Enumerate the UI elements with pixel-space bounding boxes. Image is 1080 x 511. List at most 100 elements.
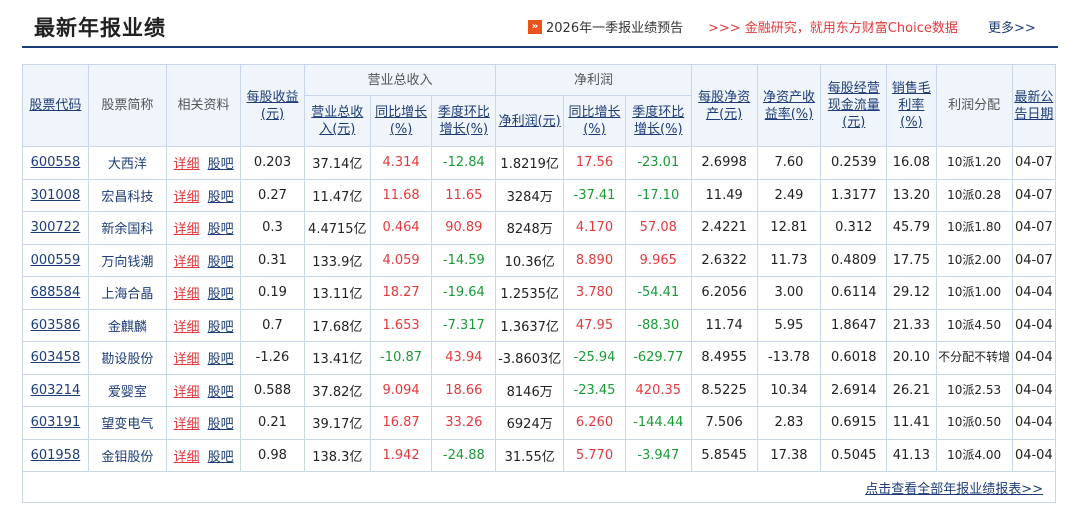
view-all-reports-link[interactable]: 点击查看全部年报业绩报表>> (865, 481, 1043, 497)
stock-name-link[interactable]: 勘设股份 (101, 352, 154, 368)
stock-code-cell[interactable]: 000559 (22, 243, 89, 277)
guba-link[interactable]: 股吧 (207, 157, 234, 173)
stock-code-link[interactable]: 603191 (30, 415, 81, 431)
col-roe[interactable]: 净资产收益率(%) (756, 64, 822, 147)
stock-name-cell[interactable]: 爱婴室 (87, 373, 168, 407)
choice-promo-link[interactable]: >>> 金融研究，就用东方财富Choice数据 (708, 21, 958, 36)
distribution-cell: 不分配不转增 (935, 341, 1013, 375)
col-profit-qoq[interactable]: 季度环比增长(%) (624, 95, 692, 147)
gross-margin-cell: 45.79 (886, 211, 937, 245)
stock-code-link[interactable]: 000559 (30, 252, 81, 268)
forecast-link-label: 2026年一季报业绩预告 (546, 21, 684, 36)
gross-margin-cell: 29.12 (886, 276, 937, 310)
col-revenue-yoy[interactable]: 同比增长(%) (369, 95, 433, 147)
guba-link[interactable]: 股吧 (207, 287, 234, 303)
detail-link[interactable]: 详细 (173, 157, 200, 173)
stock-code-cell[interactable]: 688584 (22, 276, 89, 310)
forecast-link[interactable]: » 2026年一季报业绩预告 (528, 17, 683, 36)
revenue-cell: 37.82亿 (303, 373, 371, 407)
col-bvps[interactable]: 每股净资产(元) (690, 64, 758, 147)
stock-code-cell[interactable]: 603458 (22, 341, 89, 375)
table-row: 603191 望变电气 详细 股吧 0.21 39.17亿 16.87 33.26 6924万 6… (22, 406, 1057, 440)
table-row: 603458 勘设股份 详细 股吧 -1.26 13.41亿 -10.87 43.94 -3.8… (22, 341, 1057, 375)
guba-link[interactable]: 股吧 (207, 449, 234, 465)
stock-name-link[interactable]: 新余国科 (101, 222, 154, 238)
stock-name-cell[interactable]: 金麒麟 (87, 308, 168, 342)
stock-name-cell[interactable]: 金钼股份 (87, 438, 168, 472)
detail-link[interactable]: 详细 (173, 254, 200, 270)
stock-name-cell[interactable]: 大西洋 (87, 146, 168, 180)
detail-link[interactable]: 详细 (173, 384, 200, 400)
related-links-cell: 详细 股吧 (166, 178, 242, 212)
stock-code-cell[interactable]: 300722 (22, 211, 89, 245)
detail-link[interactable]: 详细 (173, 222, 200, 238)
stock-name-link[interactable]: 上海合晶 (101, 287, 154, 303)
related-links-cell: 详细 股吧 (166, 406, 242, 440)
stock-code-link[interactable]: 603586 (30, 317, 81, 333)
bvps-cell: 6.2056 (690, 276, 758, 310)
guba-link[interactable]: 股吧 (207, 319, 234, 335)
guba-link[interactable]: 股吧 (207, 189, 234, 205)
stock-name-cell[interactable]: 勘设股份 (87, 341, 168, 375)
stock-name-cell[interactable]: 新余国科 (87, 211, 168, 245)
stock-code-link[interactable]: 601958 (30, 447, 81, 463)
guba-link[interactable]: 股吧 (207, 352, 234, 368)
related-links-cell: 详细 股吧 (166, 308, 242, 342)
profit-yoy-cell: -25.94 (563, 341, 626, 375)
col-profit[interactable]: 净利润(元) (495, 95, 565, 147)
col-gross-margin[interactable]: 销售毛利率(%) (886, 64, 937, 147)
stock-name-cell[interactable]: 上海合晶 (87, 276, 168, 310)
stock-code-link[interactable]: 301008 (30, 187, 81, 203)
revenue-yoy-cell: 1.942 (369, 438, 433, 472)
detail-link[interactable]: 详细 (173, 287, 200, 303)
stock-code-link[interactable]: 603458 (30, 350, 81, 366)
col-eps[interactable]: 每股收益(元) (240, 64, 305, 147)
stock-name-link[interactable]: 望变电气 (101, 417, 154, 433)
guba-link[interactable]: 股吧 (207, 222, 234, 238)
revenue-cell: 39.17亿 (303, 406, 371, 440)
col-cfps[interactable]: 每股经营现金流量(元) (820, 64, 888, 147)
col-revenue[interactable]: 营业总收入(元) (303, 95, 371, 147)
stock-name-link[interactable]: 宏昌科技 (101, 189, 154, 205)
stock-name-link[interactable]: 万向钱潮 (101, 254, 154, 270)
detail-link[interactable]: 详细 (173, 449, 200, 465)
stock-name-link[interactable]: 金钼股份 (101, 449, 154, 465)
cfps-cell: 0.4809 (820, 243, 888, 277)
guba-link[interactable]: 股吧 (207, 384, 234, 400)
col-code[interactable]: 股票代码 (22, 64, 89, 147)
col-date[interactable]: 最新公告日期 (1011, 64, 1057, 147)
forecast-arrow-icon: » (528, 19, 542, 34)
stock-code-cell[interactable]: 601958 (22, 438, 89, 472)
more-link[interactable]: 更多>> (988, 21, 1036, 36)
profit-cell: 8248万 (495, 211, 565, 245)
stock-code-cell[interactable]: 603214 (22, 373, 89, 407)
stock-name-cell[interactable]: 万向钱潮 (87, 243, 168, 277)
col-revenue-qoq[interactable]: 季度环比增长(%) (431, 95, 497, 147)
stock-code-cell[interactable]: 301008 (22, 178, 89, 212)
stock-name-link[interactable]: 大西洋 (107, 157, 147, 173)
detail-link[interactable]: 详细 (173, 189, 200, 205)
stock-code-cell[interactable]: 603586 (22, 308, 89, 342)
profit-yoy-cell: -23.45 (563, 373, 626, 407)
stock-name-cell[interactable]: 望变电气 (87, 406, 168, 440)
stock-code-cell[interactable]: 603191 (22, 406, 89, 440)
detail-link[interactable]: 详细 (173, 417, 200, 433)
stock-code-cell[interactable]: 600558 (22, 146, 89, 180)
guba-link[interactable]: 股吧 (207, 254, 234, 270)
revenue-cell: 17.68亿 (303, 308, 371, 342)
stock-code-link[interactable]: 300722 (30, 220, 81, 236)
stock-code-link[interactable]: 688584 (30, 285, 81, 301)
announcement-date-cell: 04-04 (1011, 308, 1057, 342)
stock-name-cell[interactable]: 宏昌科技 (87, 178, 168, 212)
distribution-cell: 10派0.50 (935, 406, 1013, 440)
detail-link[interactable]: 详细 (173, 319, 200, 335)
stock-name-link[interactable]: 爱婴室 (107, 384, 147, 400)
stock-code-link[interactable]: 600558 (30, 155, 81, 171)
stock-name-link[interactable]: 金麒麟 (107, 319, 147, 335)
stock-code-link[interactable]: 603214 (30, 382, 81, 398)
profit-qoq-cell: 9.965 (624, 243, 692, 277)
detail-link[interactable]: 详细 (173, 352, 200, 368)
guba-link[interactable]: 股吧 (207, 417, 234, 433)
eps-cell: 0.203 (240, 146, 305, 180)
col-profit-yoy[interactable]: 同比增长(%) (563, 95, 626, 147)
